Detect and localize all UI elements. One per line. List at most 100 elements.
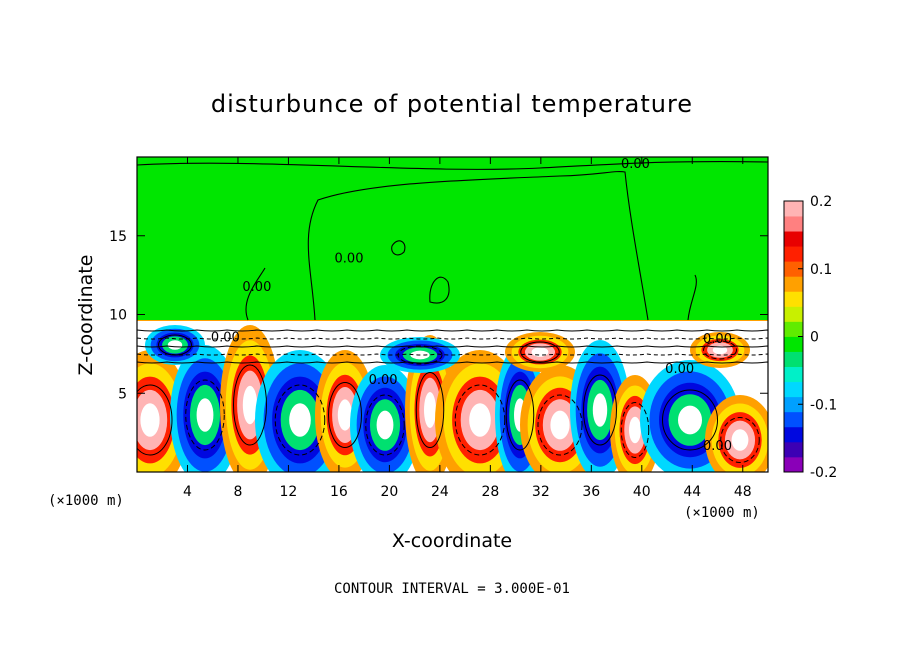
interface-band [137,320,768,321]
contour-label: 0.00 [703,439,732,454]
colorbar-segment [784,261,803,277]
x-tick-label: 8 [233,484,242,500]
contour-label: 0.00 [369,373,398,388]
turbulent-contour [620,402,650,458]
contour-top [137,161,768,170]
x-unit-left: (×1000 m) [48,493,124,509]
colorbar-segment [784,336,803,352]
contour-small-loop-2 [391,240,406,256]
colorbar-segment [784,306,803,322]
contour-zero-left [245,267,266,321]
colorbar-tick-label: -0.2 [810,465,837,481]
x-tick-label: 44 [683,484,701,500]
turbulent-contour [233,364,267,446]
anomaly-blob [712,345,728,355]
anomaly-blob [242,385,258,425]
x-tick-label: 28 [481,484,499,500]
anomaly-blob [376,410,394,440]
anomaly-blob [424,392,436,428]
contour-label: 0.00 [703,332,732,347]
turbulent-contour [274,384,326,456]
turbulent-contour [454,384,506,456]
x-ticks: 4 8 12 16 20 24 28 32 36 40 44 48 [183,157,752,500]
colorbar-tick-label: 0 [810,330,819,346]
contour-zero-right [687,274,697,321]
turbulent-contour [137,353,768,356]
colorbar-segment [784,366,803,383]
colorbar-segment [784,201,803,217]
y-tick-label: 10 [109,308,127,324]
colorbar-segment [784,381,803,398]
chart-title: disturbunce of potential temperature [211,90,693,118]
colorbar-segment [784,426,803,443]
anomaly-blob [289,403,311,437]
colorbar-segment [784,351,803,368]
y-axis-label: Z-coordinate [75,255,97,376]
colorbar-segment [784,396,803,413]
anomaly-blob [469,403,491,437]
turbulent-contour [137,361,768,364]
turbulent-contour [415,372,445,448]
colorbar-tick-label: 0.2 [810,194,832,210]
turbulent-contour [537,394,583,456]
anomaly-blob [337,399,353,431]
anomaly-blob [167,340,183,350]
turbulent-contour [703,340,737,360]
turbulent-contour [185,379,225,451]
x-tick-label: 36 [582,484,600,500]
turbulent-contour [720,417,760,463]
anomaly-blob [550,410,570,440]
turbulent-contour [583,374,617,446]
turbulent-contour [137,345,768,348]
x-unit-right: (×1000 m) [684,505,760,521]
turbulent-contours [137,329,768,463]
anomaly-blob [629,416,641,444]
turbulent-contour [137,337,768,340]
x-tick-label: 16 [330,484,348,500]
plot-area: 0.00 0.00 0.00 0.00 0.00 0.00 0.00 0.00 [137,157,768,472]
x-tick-label: 40 [633,484,651,500]
contour-label: 0.00 [335,252,364,267]
contour-label: 0.00 [211,330,240,345]
contour-small-loop [429,276,450,304]
contour-label: 0.00 [665,362,694,377]
contour-label: 0.00 [242,280,271,295]
turbulent-contour [365,394,405,456]
colorbar: 0.2 0.1 0 -0.1 -0.2 [783,194,837,481]
contour-lines [137,161,768,321]
x-tick-label: 20 [380,484,398,500]
x-axis-label: X-coordinate [392,530,512,552]
turbulent-contour [662,389,718,451]
turbulent-contour [328,382,362,448]
colorbar-tick-label: -0.1 [810,397,837,413]
x-tick-label: 4 [183,484,192,500]
colorbar-segment [784,231,803,247]
x-tick-label: 32 [532,484,550,500]
turbulent-contour [505,379,535,451]
y-tick-label: 5 [118,386,127,402]
x-tick-label: 24 [431,484,449,500]
turbulent-contour [137,384,173,456]
anomaly-blob [731,429,749,451]
colorbar-segment [784,441,803,458]
colorbar-segment [784,276,803,292]
y-ticks: 5 10 15 [109,229,768,402]
anomaly-blob [196,398,214,432]
turbulent-contour [520,341,560,363]
y-tick-label: 15 [109,229,127,245]
colorbar-tick-label: 0.1 [810,262,832,278]
contour-zero-main [307,171,649,321]
x-tick-label: 12 [280,484,298,500]
x-tick-label: 48 [734,484,752,500]
colorbar-segment [784,291,803,307]
contour-label: 0.00 [621,157,650,172]
colorbar-segment [784,411,803,428]
colorbar-segment [784,456,803,473]
colorbar-segment [784,321,803,337]
turbulent-contour [137,329,768,332]
colorbar-segment [784,216,803,232]
anomaly-blob [140,403,160,437]
contour-labels: 0.00 0.00 0.00 0.00 0.00 0.00 0.00 0.00 [211,157,732,454]
